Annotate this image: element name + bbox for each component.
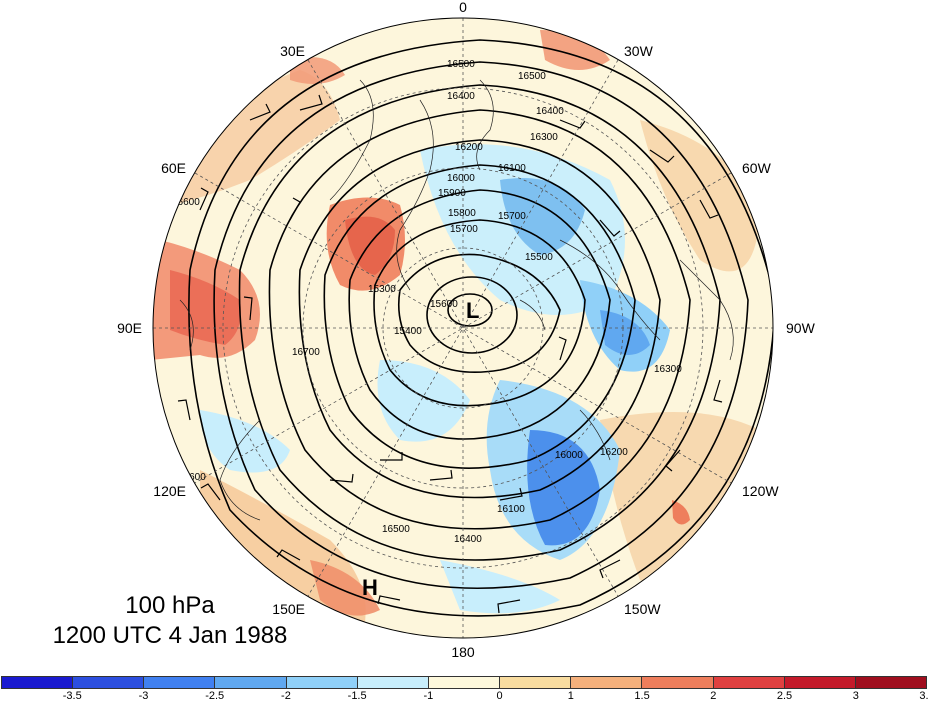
contour-label: 15800	[448, 208, 476, 219]
contour-label: 16300	[654, 364, 682, 375]
contour-label: 16200	[600, 447, 628, 458]
contour-label: 16500	[382, 524, 410, 535]
contour-label: 16000	[447, 173, 475, 184]
contour-label: 16400	[454, 534, 482, 545]
contour-label: 16700	[292, 347, 320, 358]
low-center-label: L	[466, 298, 479, 323]
lon-label-60w: 60W	[742, 160, 772, 176]
colorbar-tick-label: 2.5	[776, 690, 793, 702]
colorbar-box	[428, 677, 501, 688]
colorbar-box	[2, 677, 74, 688]
contour-label: 16000	[555, 450, 583, 461]
height-contours	[188, 39, 773, 617]
colorbar-tick-label: 3	[852, 690, 859, 702]
lon-label-60e: 60E	[161, 160, 186, 176]
contour-label: 16600	[178, 472, 206, 483]
colorbar-box	[357, 677, 429, 688]
contour-label: 15700	[498, 211, 526, 222]
colorbar-tick-label: -2	[281, 690, 291, 702]
coastlines	[179, 79, 734, 521]
lon-label-150w: 150W	[624, 601, 661, 617]
longitude-labels: 0 30W 60W 90W 120W 150W 180 150E 120E 90…	[117, 0, 815, 660]
colorbar-box	[713, 677, 785, 688]
colorbar-box	[642, 677, 714, 688]
lon-label-150e: 150E	[272, 601, 305, 617]
lon-label-30e: 30E	[280, 43, 305, 59]
colorbar-tick-label: -3.5	[62, 690, 82, 702]
contour-label: 15500	[525, 252, 553, 263]
lon-label-90e: 90E	[117, 320, 142, 336]
colorbar-tick-label: 1	[567, 690, 574, 702]
contour-label: 16200	[455, 142, 483, 153]
colorbar-labels: -3.5 -3 -2.5 -2 -1.5 -1 0 1 1.5 2 2.5 3 3.5	[1, 690, 928, 702]
colorbar-box	[571, 677, 643, 688]
contour-label: 16300	[530, 132, 558, 143]
lon-label-120e: 120E	[153, 483, 186, 499]
contour-label: 16100	[497, 504, 525, 515]
colorbar-box	[784, 677, 856, 688]
colorbar-tick-label: 1.5	[634, 690, 650, 702]
colorbar-box	[500, 677, 572, 688]
wind-barbs	[177, 94, 723, 614]
contour-label: 16500	[447, 59, 475, 70]
colorbar-tick-label: -2.5	[205, 690, 225, 702]
lon-label-0: 0	[459, 0, 467, 15]
map-disk: 16500 16500 16400 16400 16300 16200 1610…	[153, 18, 773, 638]
contour-label: 16600	[172, 197, 200, 208]
graticule	[153, 18, 773, 638]
contour-label: 15700	[450, 224, 478, 235]
colorbar	[1, 676, 927, 689]
contour-label: 16100	[498, 163, 526, 174]
colorbar-box	[855, 677, 927, 688]
high-center-label: H	[362, 575, 378, 600]
contour-label: 16500	[518, 71, 546, 82]
colorbar-tick-label: -3	[138, 690, 149, 702]
contour-label: 15300	[368, 284, 396, 295]
colorbar-box	[73, 677, 145, 688]
colorbar-box	[215, 677, 287, 688]
colorbar-tick-label: 3.5	[919, 690, 928, 702]
lon-label-90w: 90W	[786, 320, 816, 336]
lon-label-120w: 120W	[742, 483, 779, 499]
contour-label: 15900	[438, 188, 466, 199]
colorbar-tick-label: -1	[423, 690, 434, 702]
contour-label: 15400	[394, 326, 422, 337]
contour-label: 15600	[430, 299, 458, 310]
colorbar-tick-label: -1.5	[347, 690, 367, 702]
colorbar-tick-label: 0	[496, 690, 503, 702]
colorbar-box	[144, 677, 216, 688]
colorbar-tick-label: 2	[710, 690, 717, 702]
contour-label: 16400	[536, 106, 564, 117]
polar-stereographic-map: 16500 16500 16400 16400 16300 16200 1610…	[117, 0, 815, 660]
map-boundary	[152, 17, 774, 639]
contour-label-group: 16500 16500 16400 16400 16300 16200 1610…	[172, 59, 682, 545]
title-valid-time: 1200 UTC 4 Jan 1988	[52, 622, 288, 649]
lon-label-180: 180	[451, 644, 475, 660]
colorbar-box	[286, 677, 358, 688]
contour-label: 16400	[447, 91, 475, 102]
lon-label-30w: 30W	[624, 43, 654, 59]
title-pressure-level: 100 hPa	[125, 592, 215, 619]
